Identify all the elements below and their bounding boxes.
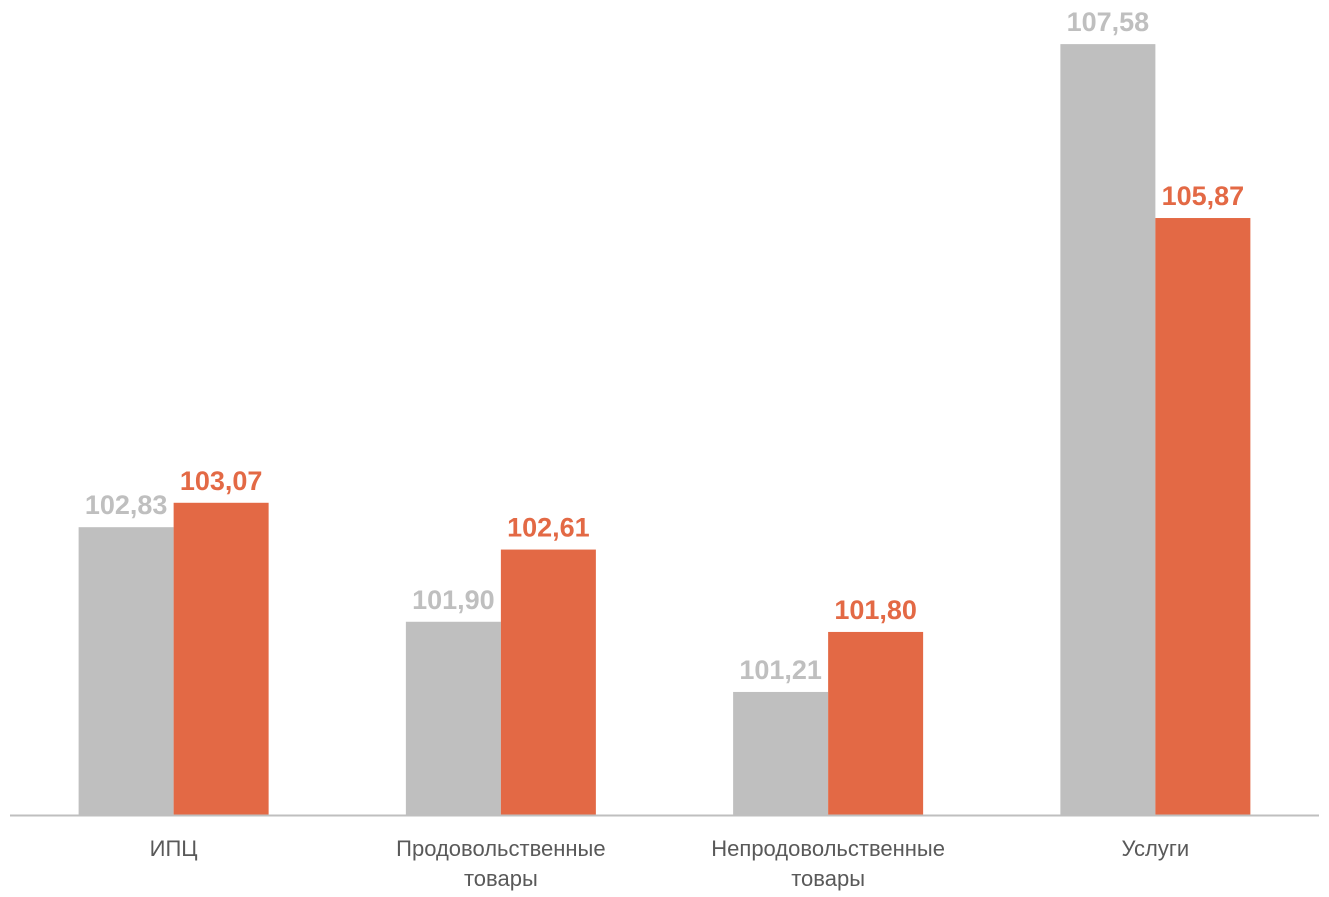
category-label-line: Услуги [1122,836,1190,861]
value-label-series-2-cat-3: 101,80 [834,595,917,625]
category-label-line: товары [464,866,538,891]
bar-series-1-cat-1 [78,527,174,815]
value-label-series-2-cat-1: 103,07 [180,466,263,496]
bar-series-2-cat-3 [828,631,924,815]
value-label-series-2-cat-2: 102,61 [507,513,590,543]
bar-series-2-cat-4 [1155,218,1251,815]
value-label-series-1-cat-2: 101,90 [412,585,495,615]
category-label-4: Услуги [1122,836,1190,861]
bar-series-2-cat-1 [173,502,269,815]
bars-layer [78,44,1251,815]
bar-series-1-cat-4 [1060,44,1156,815]
bar-series-1-cat-3 [733,691,829,815]
bar-series-2-cat-2 [500,549,596,815]
category-label-2: Продовольственные товары [396,836,605,891]
category-label-line: Продовольственные [396,836,605,861]
value-label-series-1-cat-4: 107,58 [1067,7,1150,37]
value-labels-layer: 102,83 103,07 101,90 102,61 101,21 101,80 107,… [85,7,1244,685]
category-label-line: товары [791,866,865,891]
category-label-1: ИПЦ [150,836,198,861]
bar-series-1-cat-2 [405,621,501,815]
category-label-line: ИПЦ [150,836,198,861]
category-label-3: Непродовольственные товары [711,836,945,891]
category-label-line: Непродовольственные [711,836,945,861]
category-labels-layer: ИПЦ Продовольственные товарыНепродовольств… [150,836,1190,891]
value-label-series-1-cat-1: 102,83 [85,490,168,520]
value-label-series-1-cat-3: 101,21 [739,655,822,685]
value-label-series-2-cat-4: 105,87 [1162,181,1245,211]
